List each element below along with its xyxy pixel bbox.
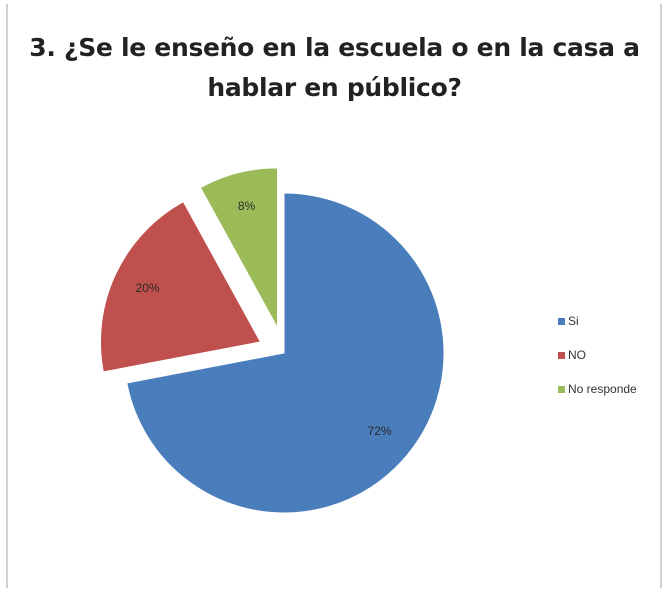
- legend-swatch: [558, 351, 565, 359]
- legend-swatch: [558, 385, 565, 393]
- chart-title: 3. ¿Se le enseño en la escuela o en la c…: [0, 28, 669, 108]
- pie-slice-no-responde: [199, 167, 279, 329]
- legend-label: No responde: [568, 382, 637, 396]
- pie-slice-si: [126, 192, 445, 514]
- legend-item-no-responde: No responde: [558, 380, 658, 398]
- legend-label: Si: [568, 314, 579, 328]
- chart-title-line-2: hablar en público?: [207, 73, 462, 102]
- legend-label: NO: [568, 348, 586, 362]
- legend-item-no: NO: [558, 346, 658, 364]
- chart-legend: Si NO No responde: [558, 312, 658, 414]
- pie-slice-no: [99, 201, 262, 373]
- legend-item-si: Si: [558, 312, 658, 330]
- chart-title-line-1: 3. ¿Se le enseño en la escuela o en la c…: [29, 33, 640, 62]
- legend-swatch: [558, 317, 565, 325]
- data-label-si: 72%: [368, 424, 392, 438]
- data-label-no-responde: 8%: [238, 199, 256, 213]
- data-label-no: 20%: [136, 281, 160, 295]
